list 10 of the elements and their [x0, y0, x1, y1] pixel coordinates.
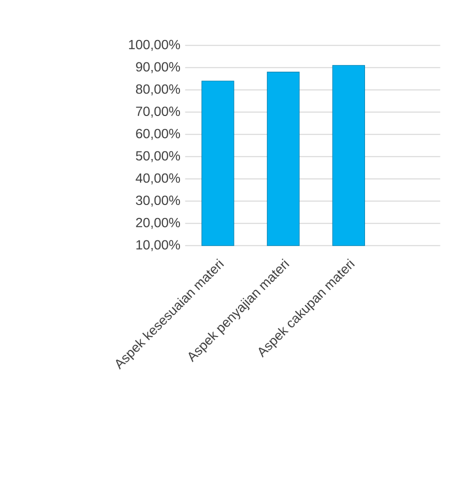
- y-tick-label: 50,00%: [136, 151, 180, 162]
- y-tick-label: 70,00%: [136, 106, 180, 118]
- y-tick-label: 40,00%: [136, 173, 180, 184]
- y-tick-label: 60,00%: [136, 128, 180, 140]
- y-tick-label: 30,00%: [136, 196, 180, 207]
- y-tick-label: 80,00%: [136, 84, 180, 96]
- y-tick-label: 100,00%: [129, 40, 180, 51]
- y-tick-label: 10,00%: [136, 240, 180, 252]
- y-tick-label: 20,00%: [136, 218, 180, 229]
- y-tick-label: 90,00%: [136, 62, 180, 74]
